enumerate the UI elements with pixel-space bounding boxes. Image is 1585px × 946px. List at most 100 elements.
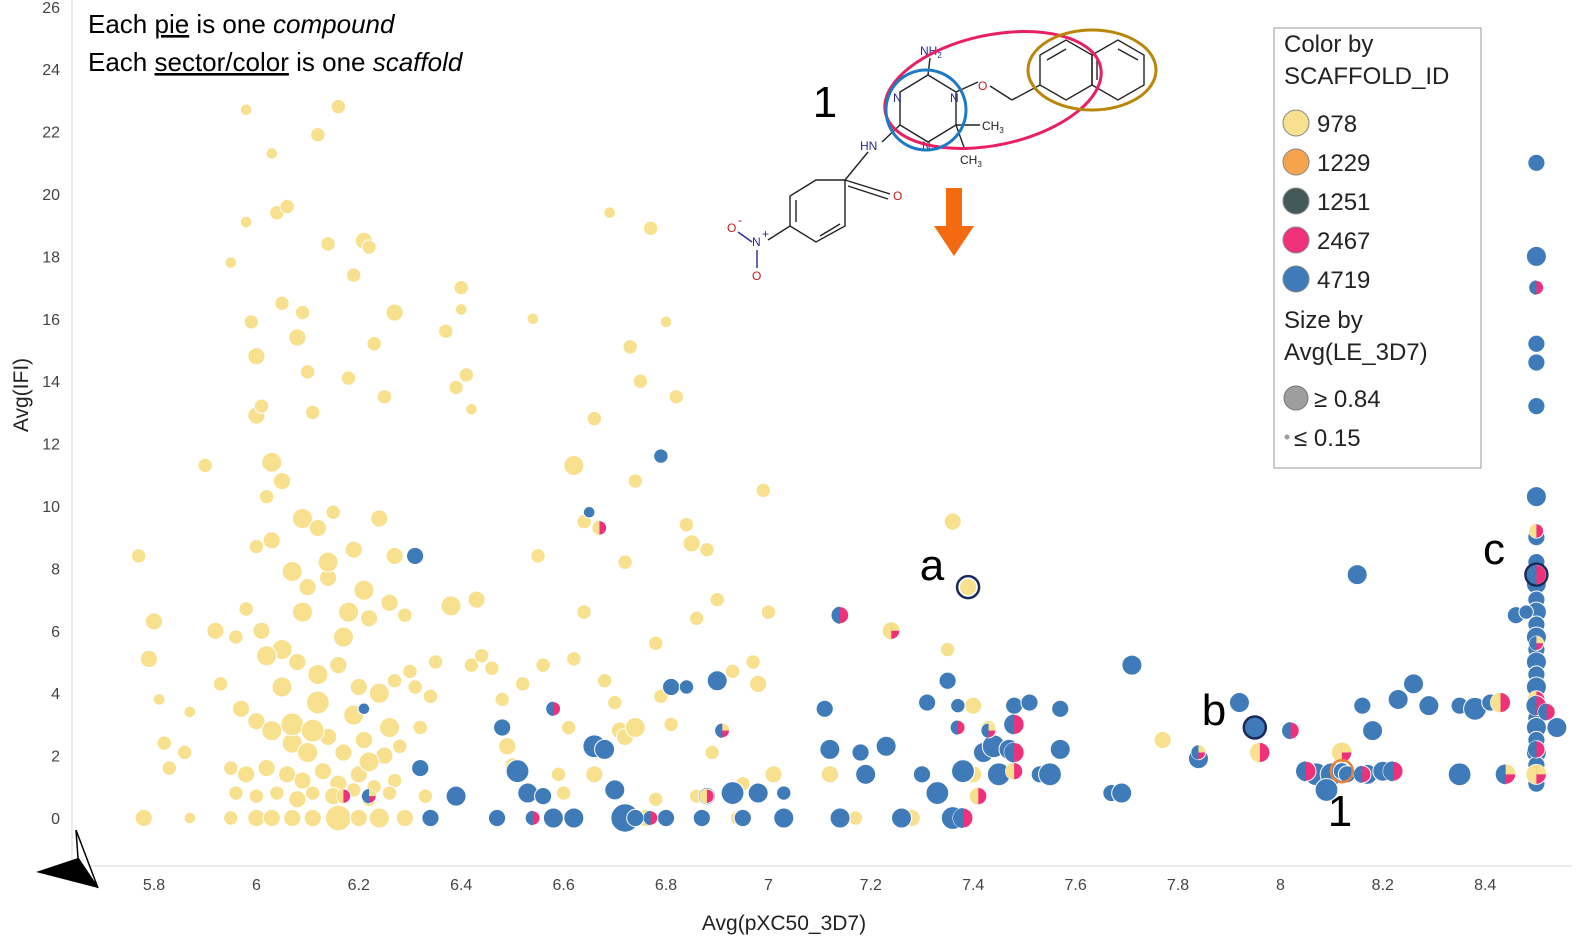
scatter-point bbox=[293, 771, 312, 790]
scatter-point bbox=[402, 663, 418, 680]
scatter-point bbox=[338, 601, 360, 623]
scatter-point bbox=[280, 712, 305, 737]
scatter-point bbox=[648, 635, 664, 651]
scatter-point bbox=[288, 652, 307, 672]
pie-point bbox=[952, 807, 974, 829]
scatter-point bbox=[951, 759, 975, 784]
scatter-point bbox=[130, 548, 147, 564]
y-tick-2: 2 bbox=[51, 749, 60, 766]
scatter-point bbox=[939, 641, 956, 658]
scatter-point bbox=[454, 303, 468, 316]
scatter-point bbox=[745, 654, 761, 670]
pie-point bbox=[1528, 635, 1545, 651]
scatter-point bbox=[325, 504, 341, 520]
scatter-point bbox=[668, 389, 684, 405]
scatter-point bbox=[271, 676, 293, 698]
scatter-point bbox=[678, 679, 695, 695]
x-tick-5.8: 5.8 bbox=[143, 877, 165, 894]
scatter-point bbox=[134, 808, 153, 828]
scatter-point bbox=[239, 103, 253, 117]
legend-color-title-2: SCAFFOLD_ID bbox=[1284, 63, 1449, 90]
atom-o3: O bbox=[727, 221, 736, 235]
highlight-ring-a bbox=[955, 574, 981, 600]
legend: Color by SCAFFOLD_ID 978 1229 1251 2467 4719… bbox=[1273, 27, 1482, 469]
scatter-point bbox=[248, 538, 265, 555]
scatter-point bbox=[1314, 778, 1339, 802]
scatter-point bbox=[303, 808, 322, 828]
scatter-point bbox=[755, 482, 771, 499]
y-tick-18: 18 bbox=[42, 249, 60, 266]
pie-point bbox=[882, 621, 901, 640]
scatter-point bbox=[760, 604, 777, 620]
scatter-point bbox=[366, 336, 382, 352]
scatter-point bbox=[1546, 717, 1568, 739]
pie-point bbox=[1495, 763, 1517, 785]
scatter-point bbox=[709, 591, 725, 608]
scatter-point bbox=[530, 548, 546, 564]
y-tick-14: 14 bbox=[42, 374, 60, 391]
legend-color-title-1: Color by bbox=[1284, 31, 1373, 58]
scatter-point bbox=[298, 578, 317, 597]
scatter-point bbox=[262, 531, 281, 550]
y-tick-20: 20 bbox=[42, 187, 60, 204]
legend-marker-1229 bbox=[1282, 148, 1310, 176]
scatter-point bbox=[514, 676, 531, 692]
scatter-point bbox=[704, 744, 720, 761]
pie-point bbox=[1331, 741, 1353, 763]
scatter-point bbox=[278, 765, 297, 784]
scatter-point bbox=[223, 760, 239, 776]
scatter-point bbox=[357, 702, 371, 716]
scatter-point bbox=[964, 696, 983, 715]
x-tick-7.2: 7.2 bbox=[860, 877, 882, 894]
x-tick-8.2: 8.2 bbox=[1372, 877, 1394, 894]
scatter-point bbox=[380, 593, 399, 612]
scatter-point bbox=[359, 609, 379, 628]
legend-size-min-marker bbox=[1284, 434, 1290, 440]
y-tick-26: 26 bbox=[42, 0, 60, 17]
scatter-point bbox=[257, 758, 276, 778]
scatter-point bbox=[586, 410, 603, 427]
scatter-point bbox=[279, 198, 295, 215]
y-tick-4: 4 bbox=[51, 686, 60, 703]
annotation-b: b bbox=[1202, 686, 1226, 735]
pie-point bbox=[591, 520, 608, 536]
scatter-point bbox=[353, 579, 375, 601]
scatter-point bbox=[300, 718, 325, 743]
scatter-point bbox=[297, 741, 319, 763]
scatter-point bbox=[958, 578, 978, 597]
scatter-point bbox=[299, 364, 316, 380]
scatter-point bbox=[334, 743, 353, 762]
scatter-point bbox=[596, 673, 613, 689]
scatter-point bbox=[412, 719, 428, 736]
scatter-point bbox=[305, 690, 330, 715]
scatter-point bbox=[617, 554, 633, 570]
scatter-point bbox=[627, 473, 643, 489]
scatter-point bbox=[1418, 695, 1440, 717]
atom-o2: O bbox=[893, 189, 902, 203]
pie-point bbox=[1249, 741, 1271, 763]
scatter-point bbox=[720, 781, 745, 805]
scatter-point bbox=[253, 398, 270, 414]
scatter-point bbox=[764, 765, 783, 784]
atom-plus: + bbox=[762, 227, 769, 241]
scatter-point bbox=[238, 601, 254, 617]
scatter-point bbox=[422, 688, 439, 705]
scatter-point bbox=[585, 765, 604, 784]
pie-point bbox=[830, 606, 850, 625]
scatter-point bbox=[563, 454, 585, 476]
scatter-point bbox=[555, 785, 572, 801]
scatter-point bbox=[231, 699, 251, 718]
x-tick-8.4: 8.4 bbox=[1474, 877, 1496, 894]
scatter-point bbox=[594, 738, 616, 760]
scatter-point bbox=[473, 648, 490, 664]
scatter-point bbox=[310, 127, 326, 143]
x-axis-title: Avg(pXC50_3D7) bbox=[702, 912, 866, 935]
x-tick-6: 6 bbox=[252, 877, 261, 894]
pie-point bbox=[1528, 279, 1545, 296]
scatter-point bbox=[1525, 245, 1547, 267]
scatter-point bbox=[829, 807, 851, 829]
scatter-point bbox=[682, 534, 701, 553]
scatter-point bbox=[206, 621, 225, 640]
scatter-point bbox=[648, 791, 664, 807]
